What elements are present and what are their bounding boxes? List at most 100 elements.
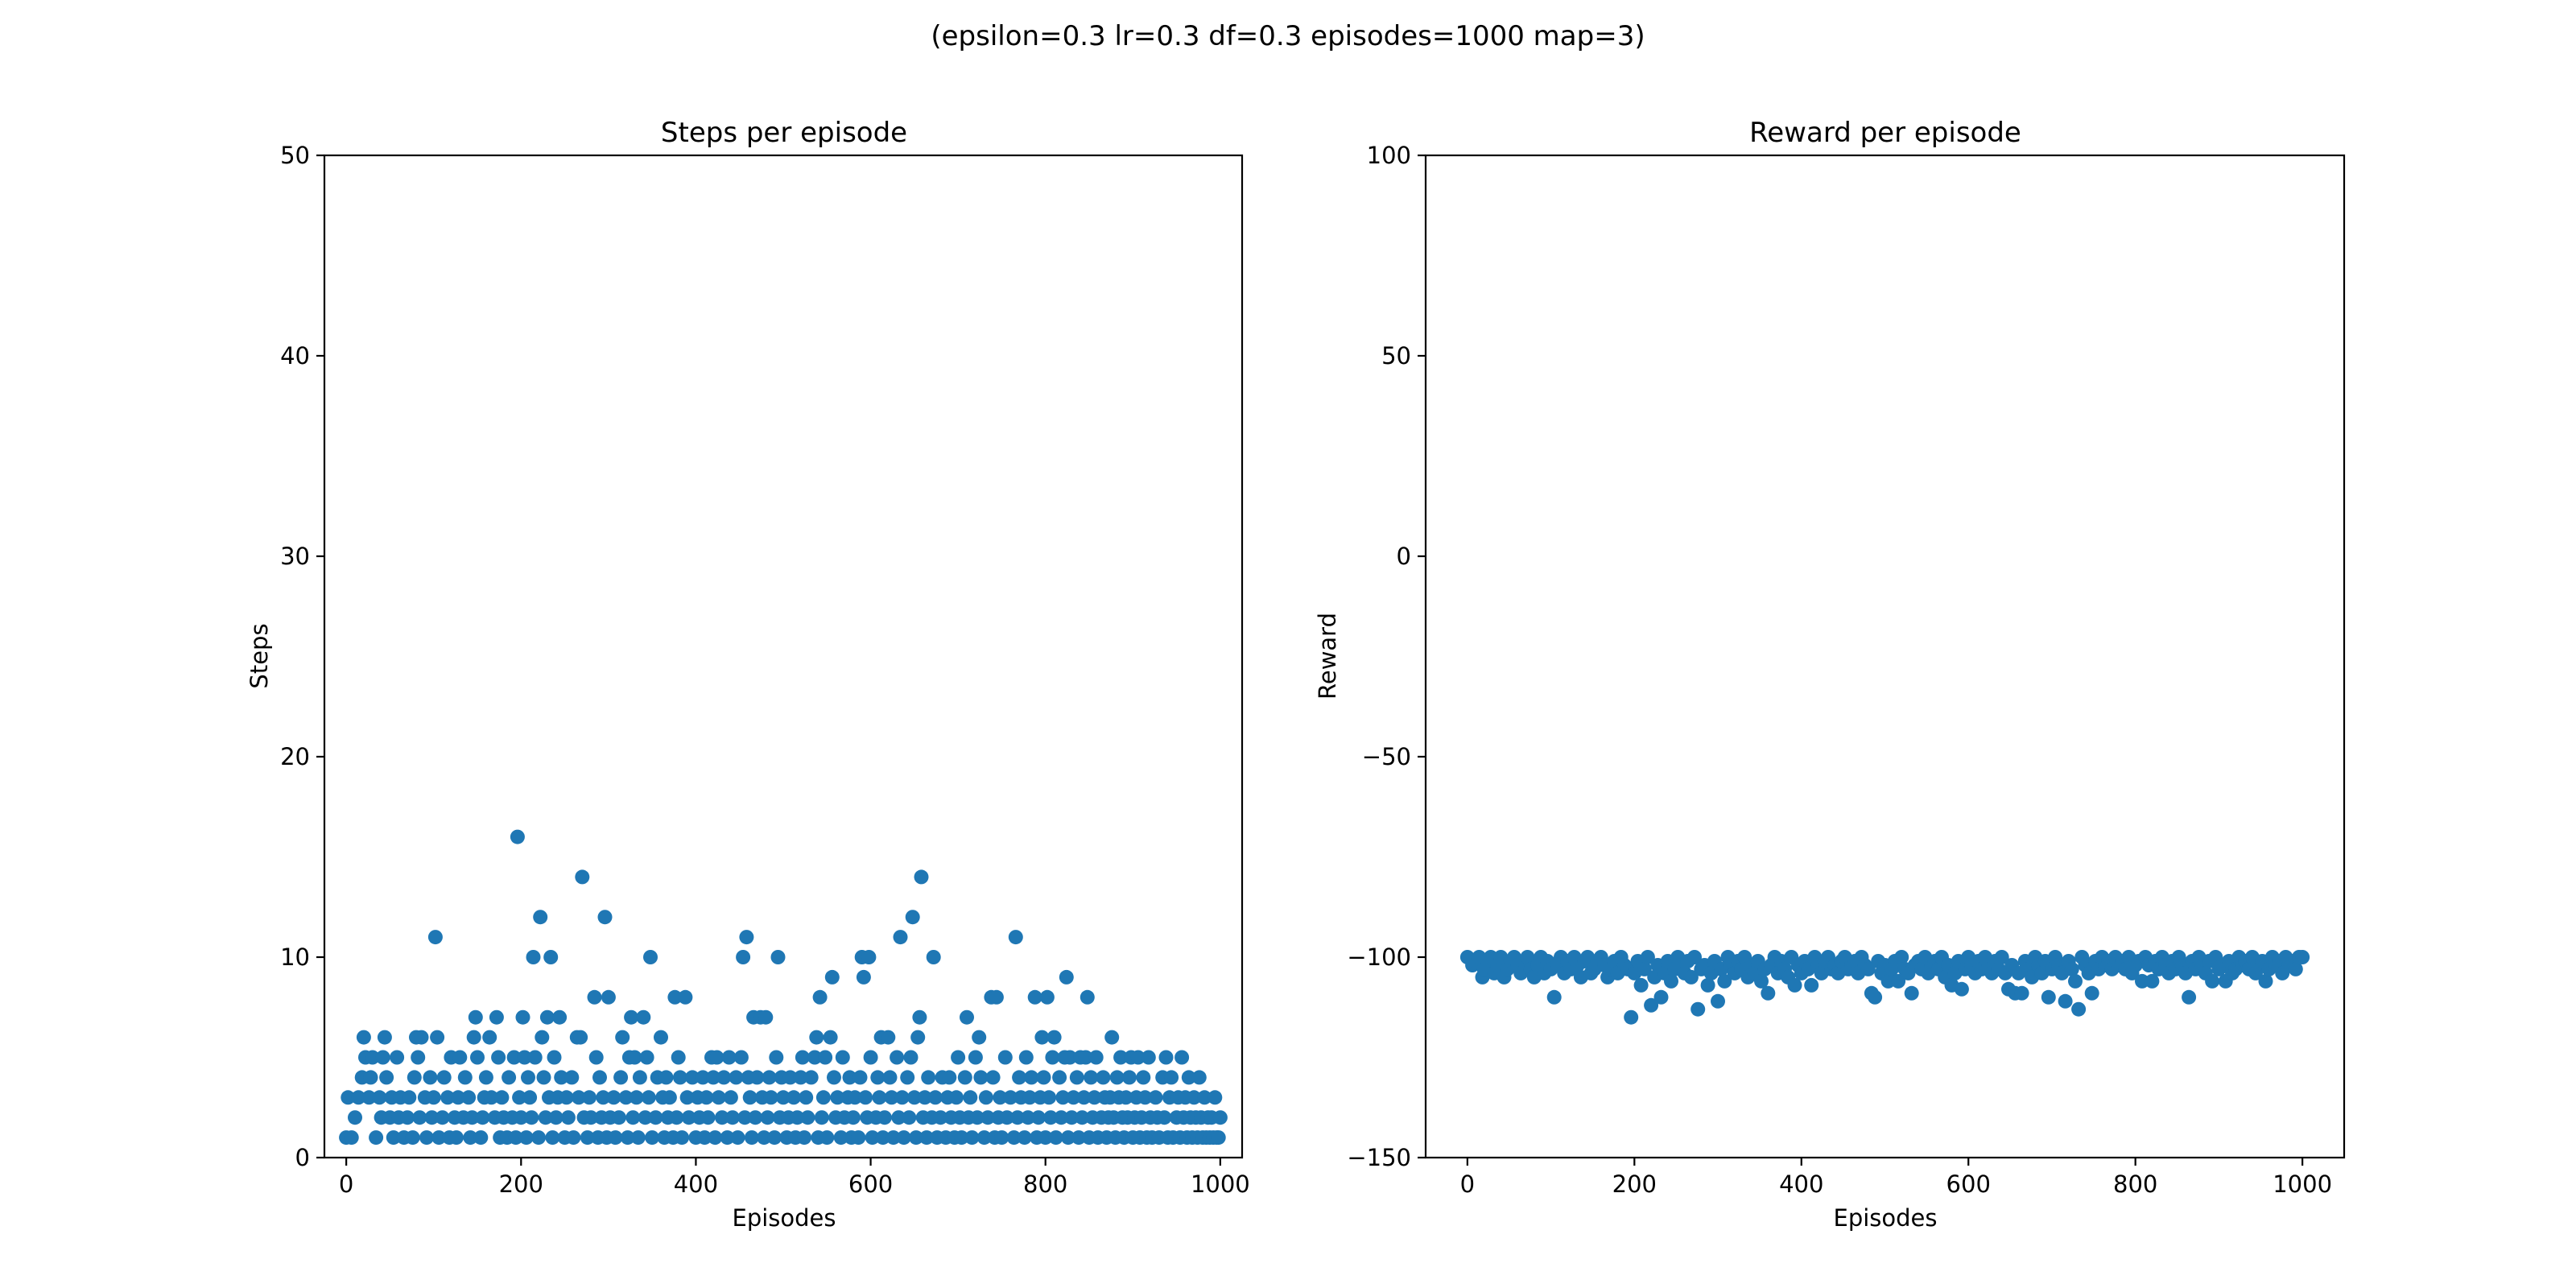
steps-data-point bbox=[809, 1030, 824, 1045]
steps-data-point bbox=[560, 1110, 576, 1125]
reward-data-point bbox=[1994, 950, 2009, 964]
steps-data-point bbox=[575, 869, 590, 885]
steps-data-point bbox=[461, 1090, 477, 1105]
steps-data-point bbox=[564, 1070, 580, 1085]
reward-data-point bbox=[1880, 973, 1896, 989]
reward-x-tick-label: 1000 bbox=[2273, 1170, 2332, 1198]
steps-data-point bbox=[648, 1110, 663, 1125]
steps-data-point bbox=[658, 1070, 674, 1085]
steps-data-point bbox=[900, 1070, 915, 1085]
steps-data-point bbox=[1087, 1090, 1102, 1105]
steps-data-point bbox=[402, 1090, 417, 1105]
steps-data-point bbox=[510, 829, 525, 844]
steps-data-point bbox=[615, 1030, 630, 1045]
steps-data-point bbox=[1158, 1050, 1174, 1065]
steps-y-tick-label: 50 bbox=[280, 142, 310, 169]
steps-data-point bbox=[827, 1070, 841, 1085]
steps-data-point bbox=[824, 969, 840, 985]
steps-data-point bbox=[1181, 1070, 1196, 1085]
reward-data-point bbox=[2084, 985, 2099, 1001]
steps-data-point bbox=[559, 1090, 574, 1105]
steps-data-point bbox=[1063, 1050, 1078, 1065]
steps-x-axis-label: Episodes bbox=[733, 1204, 836, 1232]
steps-data-point bbox=[800, 1110, 815, 1125]
steps-data-point bbox=[671, 1050, 686, 1065]
steps-data-point bbox=[470, 1050, 485, 1065]
steps-data-point bbox=[858, 1090, 873, 1105]
steps-data-point bbox=[870, 1070, 886, 1085]
steps-y-tick-label: 30 bbox=[280, 543, 310, 570]
steps-data-point bbox=[620, 1130, 635, 1146]
steps-data-point bbox=[737, 1110, 753, 1125]
reward-data-point bbox=[2258, 973, 2273, 989]
steps-data-point bbox=[951, 1050, 966, 1065]
steps-data-point bbox=[729, 1070, 744, 1085]
steps-data-point bbox=[696, 1070, 711, 1085]
steps-data-point bbox=[539, 1009, 555, 1025]
steps-data-point bbox=[833, 1130, 848, 1146]
reward-subplot-title: Reward per episode bbox=[1749, 117, 2021, 149]
reward-data-point bbox=[1683, 969, 1699, 985]
steps-data-point bbox=[842, 1070, 857, 1085]
steps-data-point bbox=[980, 1110, 996, 1125]
reward-data-point bbox=[1891, 973, 1906, 989]
steps-data-point bbox=[427, 930, 443, 945]
steps-data-point bbox=[706, 1070, 721, 1085]
reward-y-tick-label: −100 bbox=[1347, 943, 1411, 971]
steps-data-point bbox=[884, 1090, 899, 1105]
steps-data-point bbox=[685, 1070, 700, 1085]
steps-data-point bbox=[1109, 1070, 1125, 1085]
steps-data-point bbox=[531, 1130, 546, 1146]
steps-x-tick-label: 600 bbox=[848, 1170, 893, 1198]
steps-data-point bbox=[739, 930, 754, 945]
steps-data-point bbox=[760, 1110, 775, 1125]
steps-data-point bbox=[891, 1110, 906, 1125]
steps-data-point bbox=[679, 1090, 695, 1105]
steps-data-point bbox=[514, 1110, 529, 1125]
reward-data-point bbox=[1687, 950, 1702, 964]
steps-x-tick-label: 200 bbox=[499, 1170, 543, 1198]
steps-data-point bbox=[1060, 1130, 1075, 1146]
steps-data-point bbox=[1018, 1050, 1034, 1065]
steps-data-point bbox=[997, 1050, 1013, 1065]
steps-data-point bbox=[852, 1070, 868, 1085]
steps-y-tick-label: 10 bbox=[280, 943, 310, 971]
steps-data-point bbox=[721, 1050, 737, 1065]
steps-subplot-title: Steps per episode bbox=[661, 117, 907, 149]
reward-y-tick-label: 0 bbox=[1397, 543, 1411, 570]
steps-data-point bbox=[1211, 1130, 1226, 1146]
steps-data-point bbox=[606, 1090, 621, 1105]
steps-data-point bbox=[910, 1030, 926, 1045]
steps-data-point bbox=[793, 1070, 808, 1085]
steps-data-point bbox=[524, 1110, 539, 1125]
steps-data-point bbox=[369, 1130, 384, 1146]
steps-data-point bbox=[641, 1090, 656, 1105]
steps-data-point bbox=[927, 1090, 943, 1105]
steps-data-point bbox=[1042, 1090, 1057, 1105]
steps-data-point bbox=[527, 1050, 543, 1065]
steps-data-point bbox=[344, 1130, 359, 1146]
reward-data-point bbox=[1904, 985, 1919, 1001]
steps-data-point bbox=[994, 1130, 1009, 1146]
steps-data-point bbox=[1003, 1090, 1018, 1105]
reward-subplot: Reward per episode 0 200 400 600 800 1000 −15… bbox=[1314, 117, 2346, 1232]
reward-x-tick-label: 600 bbox=[1946, 1170, 1991, 1198]
steps-data-point bbox=[596, 1090, 611, 1105]
reward-axes-frame bbox=[1424, 154, 2346, 1159]
steps-data-point bbox=[654, 1030, 668, 1045]
steps-data-point bbox=[484, 1090, 499, 1105]
steps-data-point bbox=[515, 1009, 530, 1025]
steps-data-point bbox=[1148, 1090, 1163, 1105]
steps-data-point bbox=[716, 1070, 732, 1085]
steps-data-point bbox=[748, 1110, 763, 1125]
steps-data-point bbox=[1048, 1130, 1063, 1146]
steps-data-point bbox=[999, 1110, 1014, 1125]
steps-data-point bbox=[613, 1070, 629, 1085]
steps-data-point bbox=[1027, 989, 1042, 1005]
steps-data-point bbox=[521, 1070, 535, 1085]
reward-y-tick-label: −50 bbox=[1362, 743, 1411, 770]
steps-data-point bbox=[390, 1050, 405, 1065]
steps-data-point bbox=[973, 1070, 989, 1085]
steps-data-point bbox=[512, 1090, 527, 1105]
